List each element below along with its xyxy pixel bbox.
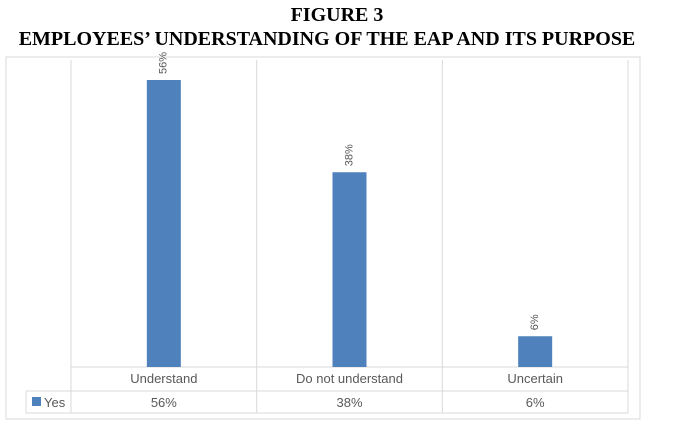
data-labels: 56% 38% 6% [158,52,541,330]
x-tick-label: Uncertain [507,371,563,386]
table-cell: 6% [526,395,545,410]
x-tick-label: Do not understand [296,371,403,386]
table-cell: 38% [336,395,362,410]
legend-label: Yes [44,395,66,410]
legend-swatch [32,397,41,406]
bar-do-not-understand [332,172,367,367]
bar-uncertain [518,336,553,367]
bar-understand [146,80,181,367]
figure-title: EMPLOYEES’ UNDERSTANDING OF THE EAP AND … [18,28,636,50]
x-tick-label: Understand [130,371,197,386]
table-cell: 56% [151,395,177,410]
data-table: Understand 56% Do not understand 38% Uncerta… [32,371,563,410]
figure-number: FIGURE 3 [290,4,384,26]
data-label: 56% [158,52,170,74]
bar-series [146,80,553,367]
chart-frame [5,56,641,420]
data-label: 6% [529,314,541,330]
data-label: 38% [343,144,355,166]
